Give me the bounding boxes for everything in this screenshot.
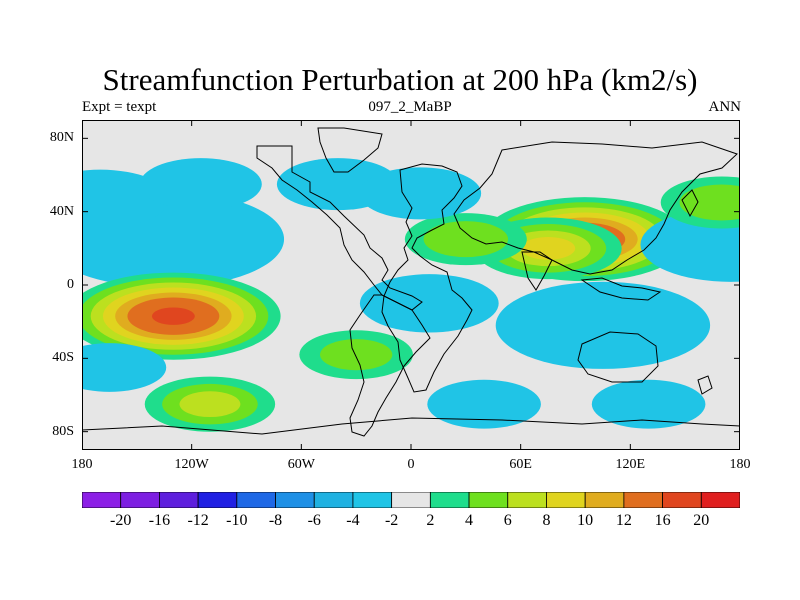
colorbar-swatch	[82, 492, 122, 508]
season-label: ANN	[708, 99, 742, 115]
colorbar-label: 20	[693, 512, 710, 529]
colorbar-swatch	[352, 492, 393, 508]
contour-band	[179, 391, 241, 418]
colorbar-swatch	[120, 492, 160, 508]
colorbar-swatch	[391, 492, 431, 508]
x-tick-label: 120E	[615, 457, 646, 472]
contour-band	[427, 379, 541, 429]
colorbar-label: 6	[503, 512, 512, 529]
map-panel	[81, 120, 741, 450]
colorbar-swatch	[623, 492, 663, 508]
y-tick-label: 80S	[52, 423, 74, 439]
colorbar-swatch	[275, 492, 315, 508]
colorbar-label: 8	[542, 512, 551, 529]
y-tick-label: 40S	[52, 350, 74, 366]
colorbar-label: 2	[426, 512, 435, 529]
colorbar-swatch	[236, 492, 276, 508]
colorbar-swatch	[468, 492, 509, 508]
colorbar-label: -6	[307, 512, 321, 529]
y-tick-label: 40N	[49, 203, 74, 219]
x-tick-label: 60E	[509, 457, 532, 472]
x-tick-label: 180	[71, 457, 93, 472]
y-tick-label: 0	[67, 277, 74, 292]
colorbar	[82, 492, 740, 508]
contour-band	[679, 184, 740, 221]
colorbar-swatch	[313, 492, 354, 508]
x-tick-label: 180	[729, 457, 751, 472]
colorbar-label: -8	[268, 512, 283, 529]
contour-band	[520, 236, 576, 260]
case-label: 097_2_MaBP	[368, 99, 452, 115]
colorbar-label: -4	[346, 512, 360, 529]
colorbar-swatch	[507, 492, 547, 508]
colorbar-label: 10	[577, 512, 594, 529]
x-tick-label: 60W	[287, 457, 315, 472]
colorbar-label: -20	[110, 512, 132, 529]
contour-band	[151, 307, 195, 325]
colorbar-label: 4	[465, 512, 474, 529]
y-tick-label: 80N	[49, 130, 74, 146]
colorbar-swatch	[584, 492, 625, 508]
contour-band	[359, 274, 499, 333]
contour-band	[320, 339, 393, 371]
colorbar-swatch	[662, 492, 702, 508]
map-frame	[82, 120, 740, 450]
contour-band	[82, 343, 167, 392]
contour-map	[81, 120, 741, 450]
contour-band	[591, 379, 706, 429]
map-title: Streamfunction Perturbation at 200 hPa (…	[102, 62, 698, 97]
contour-band	[359, 167, 482, 220]
contour-band	[139, 158, 262, 211]
colorbar-swatch	[546, 492, 586, 508]
colorbar-label: 16	[654, 512, 671, 529]
colorbar-label: -10	[226, 512, 248, 529]
colorbar-swatch	[159, 492, 199, 508]
contour-band	[423, 221, 509, 258]
x-tick-label: 120W	[174, 457, 209, 472]
colorbar-label: -16	[148, 512, 171, 529]
contour-band	[495, 281, 711, 369]
experiment-label: Expt = texpt	[82, 99, 157, 115]
colorbar-swatch	[700, 492, 740, 508]
colorbar-swatch	[429, 492, 470, 508]
x-tick-label: 0	[407, 457, 415, 472]
colorbar-swatch	[197, 492, 238, 508]
colorbar-label: 12	[615, 512, 632, 529]
colorbar-label: -12	[187, 512, 209, 529]
colorbar-label: -2	[384, 512, 399, 529]
coastlines	[82, 127, 740, 437]
